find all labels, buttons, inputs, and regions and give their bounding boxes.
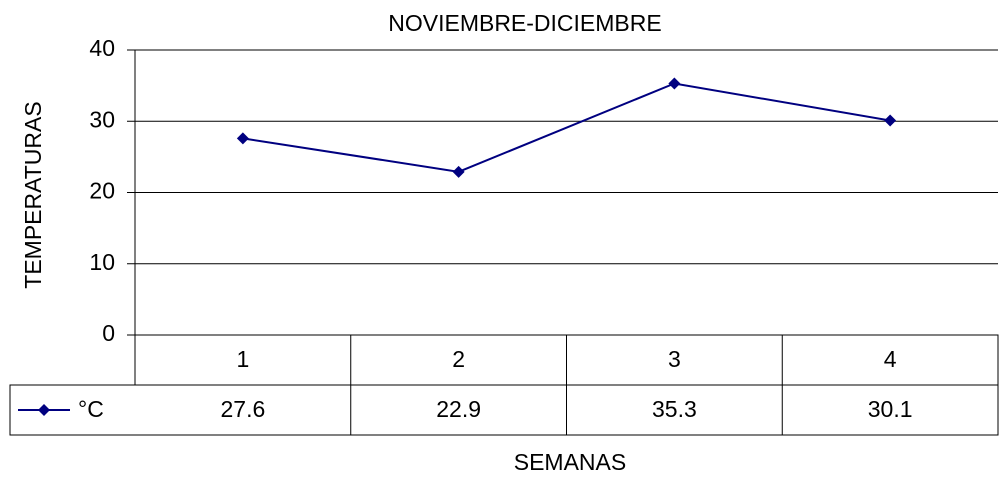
table-value: 35.3	[652, 396, 697, 422]
legend-marker	[38, 404, 50, 416]
y-axis-label: TEMPERATURAS	[20, 101, 46, 288]
x-axis-label: SEMANAS	[514, 449, 626, 475]
data-point	[452, 165, 465, 178]
x-tick-label: 2	[452, 346, 465, 372]
y-tick-label: 0	[102, 320, 115, 346]
y-tick-label: 30	[89, 106, 115, 132]
x-tick-label: 1	[236, 346, 249, 372]
x-tick-label: 3	[668, 346, 681, 372]
data-point	[668, 77, 681, 90]
y-tick-label: 40	[89, 35, 115, 61]
y-tick-label: 10	[89, 249, 115, 275]
y-tick-label: 20	[89, 178, 115, 204]
table-value: 30.1	[868, 396, 913, 422]
data-point	[884, 114, 897, 127]
chart-title: NOVIEMBRE-DICIEMBRE	[388, 10, 661, 36]
table-value: 22.9	[436, 396, 481, 422]
table-value: 27.6	[220, 396, 265, 422]
data-point	[236, 132, 249, 145]
series-line	[242, 82, 891, 173]
table-row	[9, 384, 999, 436]
legend-label: °C	[78, 396, 104, 422]
x-tick-label: 4	[884, 346, 897, 372]
